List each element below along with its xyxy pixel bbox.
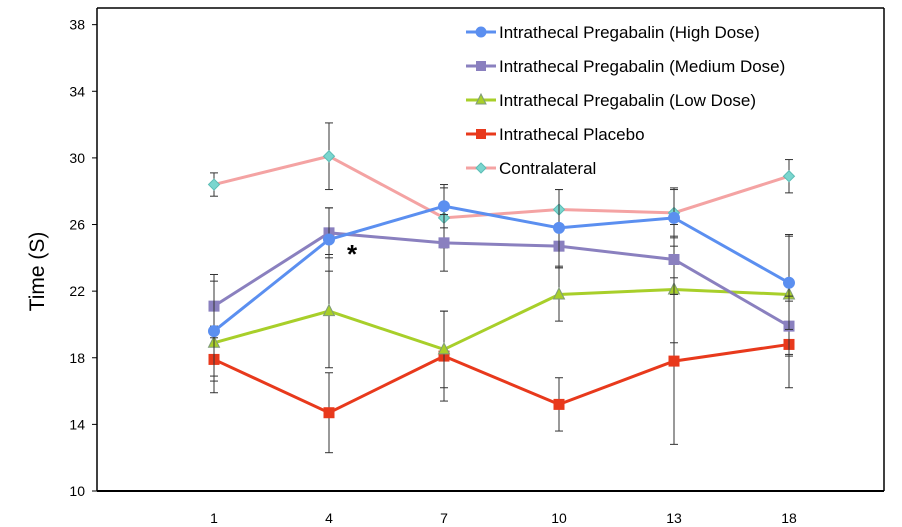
data-point	[668, 211, 680, 224]
series-line	[213, 342, 790, 415]
data-point	[207, 178, 221, 191]
y-tick-label: 30	[69, 150, 85, 166]
y-tick-label: 38	[69, 17, 85, 33]
legend-entry: Intrathecal Placebo	[466, 125, 645, 144]
y-axis-label: Time (S)	[26, 232, 49, 312]
x-tick-label: 7	[440, 510, 448, 526]
data-point	[782, 170, 796, 183]
series-line	[213, 154, 790, 220]
series-intrathecal-pregabalin-high-dose	[208, 184, 795, 382]
series-group	[207, 122, 796, 454]
data-point	[322, 150, 336, 163]
data-point	[783, 276, 795, 289]
legend-entry: Contralateral	[466, 159, 596, 178]
y-tick-label: 22	[69, 283, 85, 299]
data-point	[437, 341, 451, 355]
x-tick-label: 10	[551, 510, 567, 526]
legend-label: Intrathecal Pregabalin (Medium Dose)	[499, 57, 785, 76]
legend-label: Intrathecal Pregabalin (Low Dose)	[499, 91, 756, 110]
y-tick-label: 18	[69, 350, 85, 366]
data-point	[553, 398, 565, 410]
y-tick-label: 26	[69, 217, 85, 233]
data-point	[322, 303, 336, 317]
legend-label: Intrathecal Placebo	[499, 125, 645, 144]
x-ticks: 1 4 7 10 13 18	[210, 510, 797, 526]
data-point	[208, 325, 220, 338]
data-point	[552, 286, 566, 300]
data-point	[553, 221, 565, 234]
x-tick-label: 13	[666, 510, 682, 526]
series-line	[213, 204, 790, 333]
legend-marker	[475, 26, 487, 38]
legend-label: Intrathecal Pregabalin (High Dose)	[499, 23, 760, 42]
x-tick-label: 1	[210, 510, 218, 526]
legend-entry: Intrathecal Pregabalin (High Dose)	[466, 23, 760, 42]
y-ticks: 10 14 18 22 26 30 34 38	[69, 17, 97, 499]
legend-entry: Intrathecal Pregabalin (Medium Dose)	[466, 57, 785, 76]
data-point	[323, 233, 335, 246]
series-line	[213, 287, 790, 352]
data-point	[668, 253, 680, 265]
plot-area	[97, 8, 884, 491]
legend-marker	[475, 162, 487, 174]
y-tick-label: 14	[69, 416, 85, 432]
series-line	[213, 231, 790, 328]
x-tick-label: 4	[325, 510, 333, 526]
chart-axes	[96, 7, 885, 492]
legend-marker	[476, 61, 486, 71]
data-point	[323, 407, 335, 419]
significance-annotation: *	[347, 239, 358, 269]
legend-entry: Intrathecal Pregabalin (Low Dose)	[466, 91, 756, 110]
data-point	[438, 237, 450, 249]
x-tick-label: 18	[781, 510, 797, 526]
y-tick-label: 34	[69, 83, 85, 99]
data-point	[668, 355, 680, 367]
y-tick-label: 10	[69, 483, 85, 499]
legend-marker	[476, 129, 486, 139]
legend: Intrathecal Pregabalin (High Dose) Intrat…	[466, 23, 785, 178]
legend-label: Contralateral	[499, 159, 596, 178]
legend-marker	[475, 92, 487, 105]
data-point	[438, 200, 450, 213]
